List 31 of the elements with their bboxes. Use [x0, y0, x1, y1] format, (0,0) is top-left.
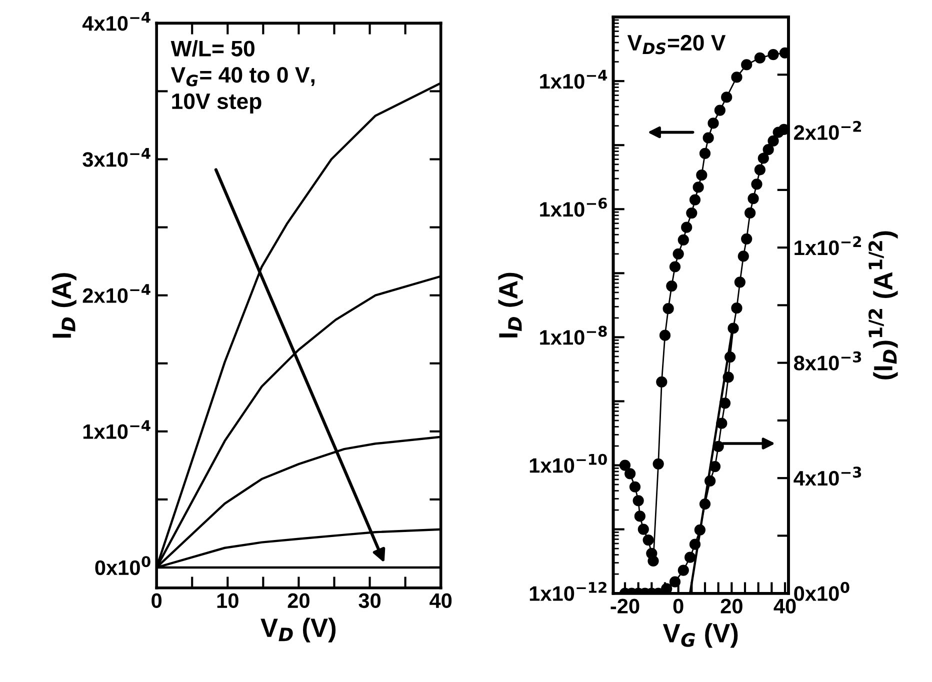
y-axis-title: I$_{D}$ (A)	[498, 272, 523, 338]
y2-tick-label: 0x10$^{0}$	[794, 582, 850, 601]
y-axis-title: I$_{D}$ (A)	[52, 273, 76, 338]
y2-tick-label: 1x10$^{−2}$	[794, 236, 861, 256]
y-tick-label: 0x10$^{0}$	[95, 556, 150, 576]
y-tick-label: 3x10$^{−4}$	[82, 148, 150, 167]
annotation: V$_{DS}$=20 V	[627, 34, 726, 54]
y2-tick-label: 4x10$^{−3}$	[794, 466, 862, 486]
x-axis-title: V$_{G}$ (V)	[662, 623, 738, 648]
y-tick-label: 1x10$^{−6}$	[540, 198, 607, 217]
y2-tick-label: 2x10$^{−2}$	[794, 120, 861, 140]
x-tick-label: 0	[673, 598, 684, 614]
y-tick-label: 1x10$^{−4}$	[540, 70, 608, 89]
x-tick-label: 20	[720, 598, 742, 614]
y-tick-label: 4x10$^{−4}$	[82, 12, 150, 31]
y2-axis-title: (I$_{D}$)$^{1/2}$ (A$^{1/2}$)	[868, 231, 898, 380]
x-tick-label: 10	[217, 593, 238, 608]
y2-tick-label: 8x10$^{−3}$	[794, 351, 862, 370]
x-tick-label: 40	[774, 598, 796, 614]
x-tick-label: 40	[430, 593, 452, 608]
y-tick-label: 1x10$^{−8}$	[540, 326, 607, 345]
x-tick-label: 30	[358, 593, 381, 608]
y-tick-label: 1x10$^{−12}$	[530, 582, 606, 601]
annotation: W/L= 50 V$_{G}$= 40 to 0 V, 10V step	[170, 40, 314, 114]
y-tick-label: 2x10$^{−4}$	[82, 284, 150, 303]
y-tick-label: 1x10$^{−4}$	[83, 420, 150, 440]
x-tick-label: -20	[610, 598, 640, 614]
x-tick-label: 0	[152, 593, 162, 608]
x-axis-title: V$_{D}$ (V)	[260, 618, 336, 642]
y-tick-label: 1x10$^{−10}$	[530, 454, 607, 473]
x-tick-label: 20	[288, 593, 310, 608]
